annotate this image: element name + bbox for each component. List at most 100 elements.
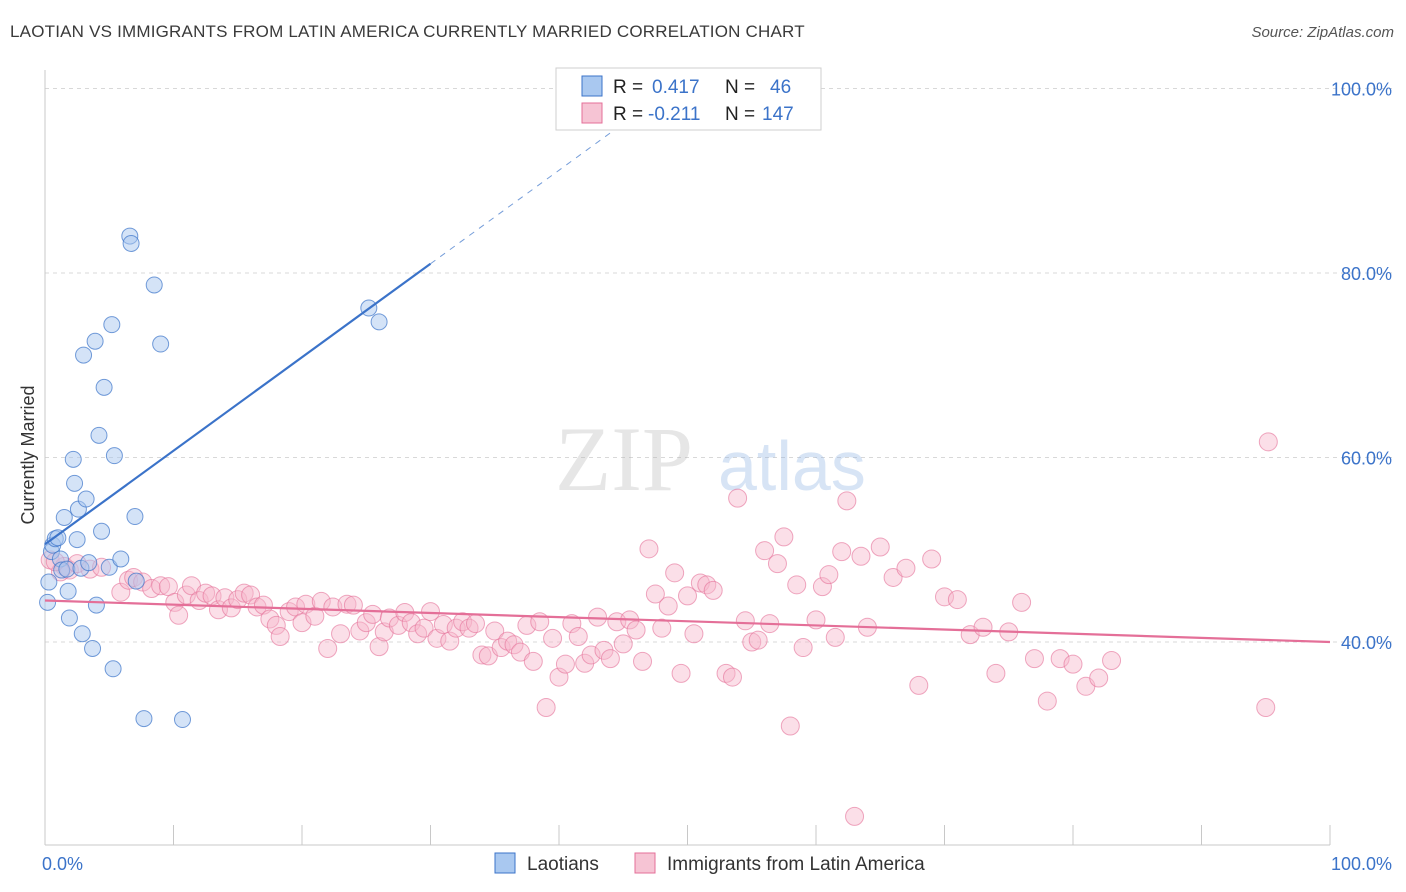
chart-title: LAOTIAN VS IMMIGRANTS FROM LATIN AMERICA… [10, 22, 805, 41]
laotians-point [40, 573, 58, 591]
legend-n-value-2: 147 [762, 104, 794, 125]
immigrants-point [465, 614, 485, 634]
immigrants-point [151, 576, 171, 596]
x-tick-label: 100.0% [1331, 854, 1392, 874]
immigrants-point [909, 675, 929, 695]
legend-n-label-1: N = [725, 77, 755, 98]
legend-swatch-laotians [581, 75, 603, 97]
legend: R = 0.417 N = 46 R = -0.211 N = 147 [555, 67, 822, 131]
immigrants-point [504, 635, 524, 655]
bottom-legend-label-immigrants: Immigrants from Latin America [667, 854, 925, 875]
legend-r-value-2: -0.211 [648, 104, 700, 125]
immigrants-point [748, 630, 768, 650]
y-axis-label: Currently Married [18, 385, 38, 524]
immigrants-point [678, 586, 697, 606]
y-tick-label: 40.0% [1341, 633, 1392, 653]
watermark: ZIP atlas [555, 408, 866, 510]
immigrants-point [774, 527, 794, 547]
laotians-point [93, 522, 111, 540]
immigrants-point [722, 667, 742, 687]
laotians-point [59, 582, 77, 600]
laotians-point [95, 378, 113, 396]
laotians-point [55, 508, 73, 526]
laotians-point [100, 558, 118, 576]
laotians-point [112, 550, 130, 568]
y-tick-label: 60.0% [1341, 449, 1392, 469]
immigrants-point [755, 541, 775, 561]
immigrants-point [896, 558, 916, 578]
immigrants-point [665, 563, 685, 583]
tick-labels: 40.0% 60.0% 80.0% 100.0% 0.0% 100.0% [42, 79, 1392, 874]
laotians-point [173, 711, 191, 729]
bottom-legend-swatch-laotians [494, 852, 516, 874]
immigrants-point [851, 546, 871, 566]
immigrants-point [433, 614, 453, 634]
immigrants-point [832, 542, 852, 562]
immigrants-point [819, 565, 839, 585]
laotians-point [49, 529, 67, 547]
immigrants-point [697, 575, 717, 595]
laotians-point [66, 474, 84, 492]
immigrants-point [626, 620, 646, 640]
immigrants-point [253, 595, 273, 615]
laotians-trend-line [44, 262, 432, 546]
immigrants-point [1089, 668, 1109, 688]
laotians-point [135, 710, 153, 728]
laotians-point [87, 596, 105, 614]
immigrants-point [369, 637, 389, 657]
immigrants-point [845, 806, 865, 826]
x-tick-label: 0.0% [42, 854, 83, 874]
laotians-point [122, 234, 140, 252]
laotians-point [80, 554, 98, 572]
immigrants-point [1063, 654, 1083, 674]
immigrants-point [986, 663, 1006, 683]
immigrants-point [472, 645, 492, 665]
axes [44, 70, 1331, 846]
immigrants-point [728, 488, 748, 508]
immigrants-point [568, 626, 588, 646]
immigrants-point [1102, 650, 1122, 670]
laotians-point [77, 490, 95, 508]
laotians-point [84, 639, 102, 657]
immigrants-point [414, 618, 434, 638]
immigrants-point [600, 649, 620, 669]
immigrants-point [870, 537, 890, 557]
immigrants-point [536, 698, 556, 718]
immigrants-point [331, 624, 351, 644]
laotians-point [103, 316, 121, 334]
laotians-point [152, 335, 170, 353]
series-immigrants-points [40, 432, 1278, 826]
immigrants-point [716, 663, 736, 683]
immigrants-point [883, 567, 903, 587]
bottom-legend: Laotians Immigrants from Latin America [494, 852, 925, 875]
immigrants-point [1037, 691, 1057, 711]
immigrants-point [652, 618, 672, 638]
immigrants-point [837, 491, 857, 511]
laotians-point [58, 560, 76, 578]
immigrants-point [165, 592, 185, 612]
immigrants-point [735, 611, 755, 631]
immigrants-point [658, 596, 678, 616]
immigrants-point [703, 580, 723, 600]
legend-r-label-2: R = [613, 104, 643, 125]
bottom-legend-label-laotians: Laotians [527, 854, 599, 875]
immigrants-point [581, 645, 601, 665]
immigrants-point [1012, 592, 1032, 612]
watermark-atlas: atlas [718, 427, 866, 505]
legend-n-value-1: 46 [770, 77, 791, 98]
immigrants-point [408, 624, 428, 644]
immigrants-point [684, 624, 704, 644]
y-tick-label: 80.0% [1341, 264, 1392, 284]
laotians-point [105, 447, 123, 465]
immigrants-point [169, 605, 189, 625]
immigrants-point [337, 594, 357, 614]
immigrants-point [613, 634, 633, 654]
immigrants-point [1258, 432, 1278, 452]
immigrants-point [639, 539, 659, 559]
immigrants-point [323, 597, 343, 617]
legend-r-label-1: R = [613, 77, 643, 98]
laotians-point [60, 609, 78, 627]
immigrants-trend-line [44, 599, 1331, 644]
immigrants-point [485, 621, 505, 641]
